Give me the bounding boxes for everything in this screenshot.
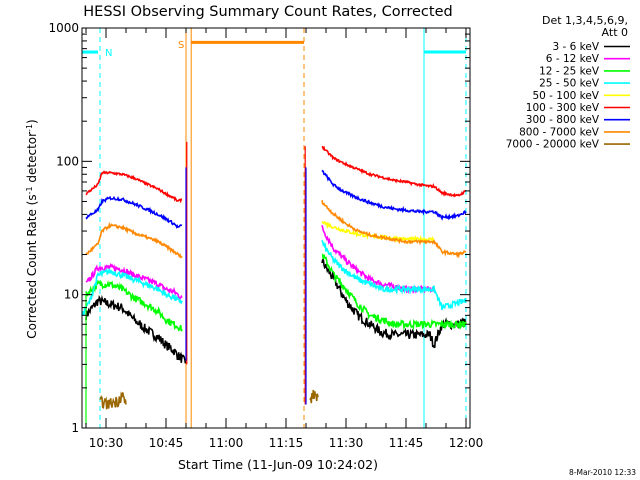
legend-header-line-2: Att 0 [602, 26, 628, 39]
y-axis-label: Corrected Count Rate (s-1 detector-1) [25, 119, 40, 338]
legend-label: 800 - 7000 keV [519, 126, 600, 138]
legend-label: 25 - 50 keV [539, 78, 600, 90]
series-line-2 [321, 253, 467, 331]
x-tick-label: 12:00 [449, 436, 484, 450]
legend-label: 50 - 100 keV [532, 90, 599, 102]
y-tick-label: 1000 [48, 21, 79, 35]
series-line-2 [85, 279, 183, 332]
series-line-8 [99, 391, 127, 410]
y-axis-label-end: ) [25, 119, 39, 124]
x-tick-label: 11:00 [209, 436, 244, 450]
y-axis-label-sup1: -1 [25, 186, 34, 194]
generation-timestamp: 8-Mar-2010 12:33 [569, 468, 636, 477]
series-line-8 [309, 389, 319, 404]
annotation-n: N [105, 48, 112, 59]
y-axis-label-sup2: -1 [25, 124, 34, 132]
series-line-5 [85, 170, 183, 204]
legend-label: 12 - 25 keV [539, 65, 600, 77]
x-tick-label: 11:15 [269, 436, 304, 450]
series-line-3 [321, 239, 467, 311]
series-line-3 [81, 267, 183, 316]
series-line-0 [85, 294, 187, 364]
x-tick-label: 11:30 [329, 436, 364, 450]
legend-header-line-1: Det 1,3,4,5,6,9, [542, 14, 628, 27]
series-line-6 [321, 169, 467, 221]
legend-label: 3 - 6 keV [552, 41, 599, 53]
y-axis-label-main: Corrected Count Rate (s [25, 194, 39, 338]
series-line-7 [85, 221, 183, 259]
plot-frame [81, 27, 471, 429]
legend-label: 6 - 12 keV [546, 53, 600, 65]
axes: 1 10 100 1000 10:30 10:45 11:00 11:15 11:30 11:45… [48, 21, 483, 450]
series-layer [81, 141, 467, 426]
y-tick-label: 10 [64, 288, 79, 302]
series-line-1 [85, 262, 183, 300]
legend-label: 100 - 300 keV [526, 102, 600, 114]
y-tick-label: 100 [56, 154, 79, 168]
series-line-6 [85, 195, 183, 229]
marker-layer: NS [105, 40, 184, 59]
legend-label: 300 - 800 keV [526, 114, 600, 126]
x-tick-label: 10:30 [89, 436, 124, 450]
y-tick-label: 1 [71, 421, 79, 435]
legend-label: 7000 - 20000 keV [506, 139, 600, 151]
series-line-7 [321, 200, 467, 259]
series-line-5 [321, 145, 467, 198]
x-axis-label: Start Time (11-Jun-09 10:24:02) [178, 457, 378, 472]
y-axis-label-mid: detector [25, 132, 39, 187]
x-tick-label: 10:45 [149, 436, 184, 450]
x-tick-label: 11:45 [389, 436, 424, 450]
annotation-s: S [178, 40, 184, 51]
chart-title: HESSI Observing Summary Count Rates, Cor… [83, 4, 452, 20]
